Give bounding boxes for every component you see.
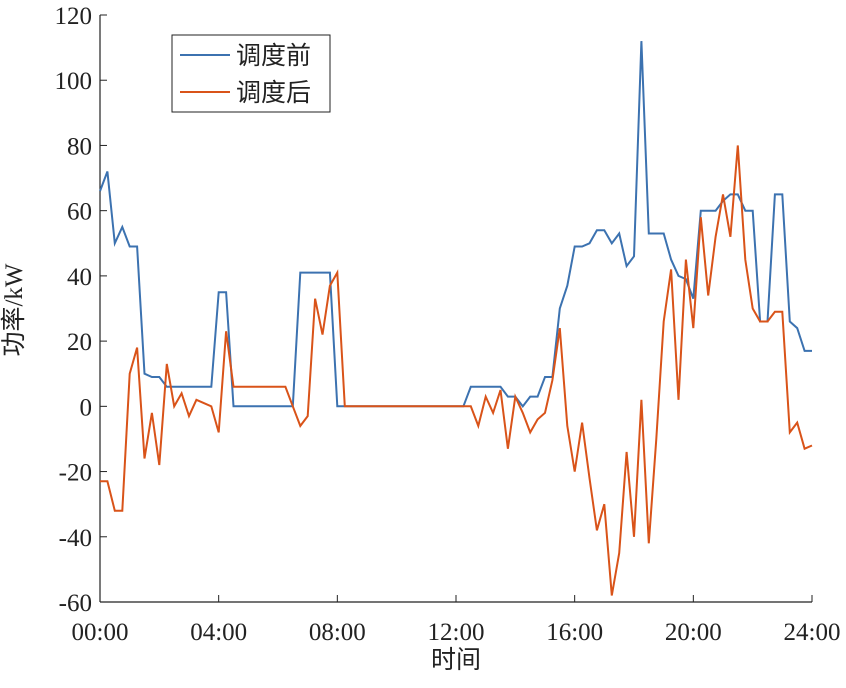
y-tick-label: 60: [67, 199, 92, 226]
x-tick-label: 24:00: [784, 619, 841, 646]
series-line: [100, 145, 813, 596]
legend-box: [171, 34, 331, 113]
x-tick-label: 04:00: [190, 619, 247, 646]
y-tick-label: 80: [67, 133, 92, 160]
x-tick-label: 12:00: [428, 619, 485, 646]
legend-label: 调度后: [236, 79, 311, 107]
y-tick-label: 120: [55, 3, 93, 30]
x-axis-label: 时间: [431, 646, 481, 674]
x-tick-label: 08:00: [309, 619, 366, 646]
y-axis-label: 功率/kW: [0, 263, 28, 356]
y-tick-label: -40: [59, 525, 92, 552]
y-tick-label: 40: [67, 264, 92, 291]
y-tick-label: -60: [59, 590, 92, 617]
y-tick-label: 0: [80, 394, 93, 421]
x-tick-label: 16:00: [546, 619, 603, 646]
y-tick-label: 100: [55, 68, 93, 95]
legend-label: 调度前: [236, 42, 311, 70]
y-tick-label: -20: [59, 460, 92, 487]
x-tick-label: 00:00: [72, 619, 129, 646]
y-tick-label: 20: [67, 329, 92, 356]
x-tick-label: 20:00: [665, 619, 722, 646]
